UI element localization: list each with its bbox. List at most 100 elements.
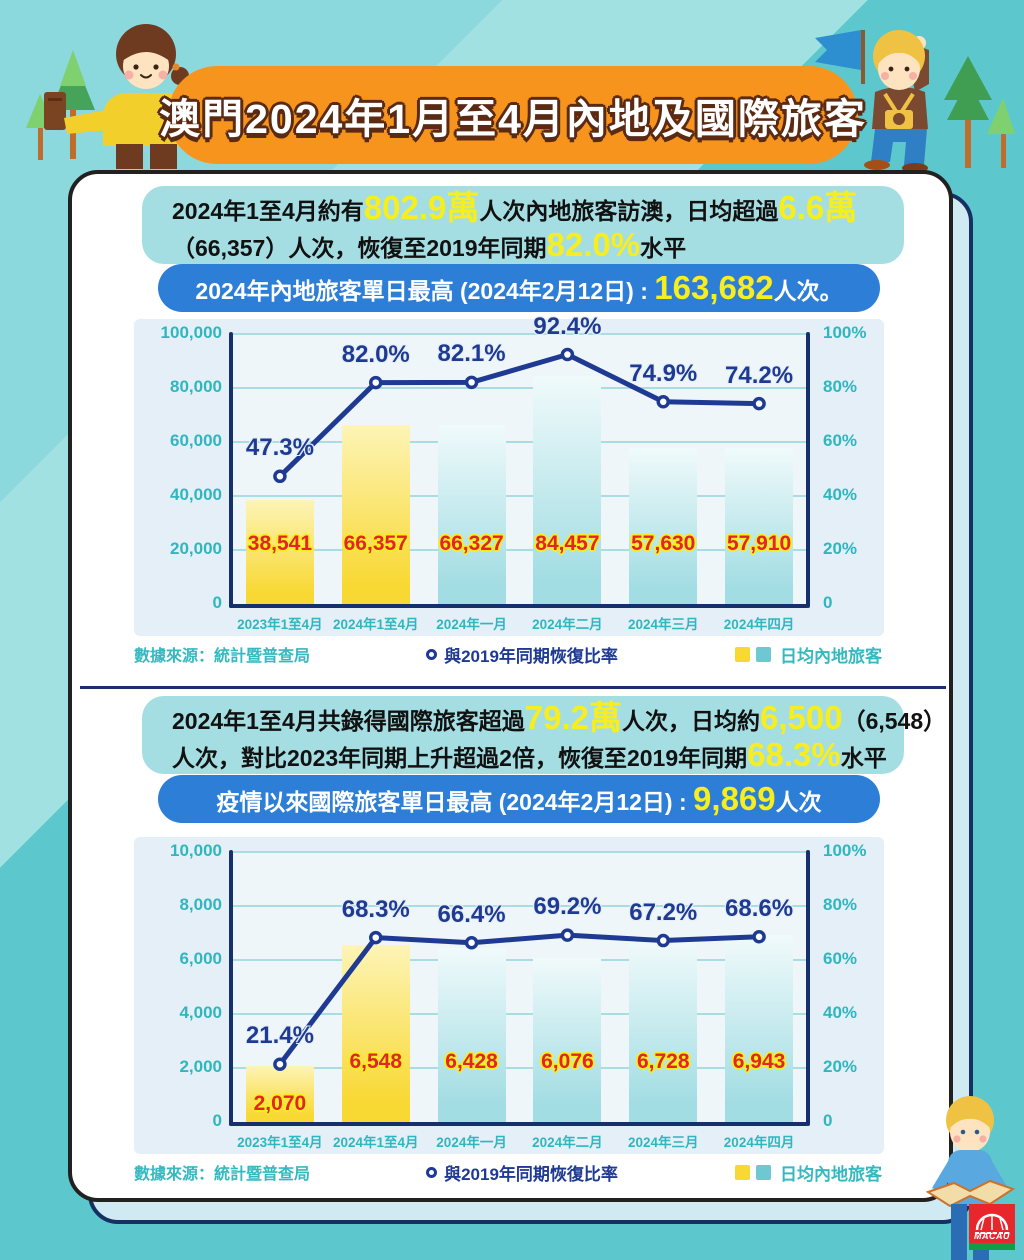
text-run: 人次內地旅客訪澳，日均超過 [479, 198, 779, 224]
left-axis-tick: 10,000 [170, 841, 222, 860]
highlight-value: 82.0% [546, 226, 641, 263]
x-axis-label: 2024年三月 [627, 1135, 699, 1150]
bar-value-label: 38,541 [247, 532, 313, 555]
grid-line [232, 1013, 807, 1015]
left-axis-tick: 2,000 [179, 1057, 222, 1076]
right-axis-tick: 0 [823, 593, 833, 612]
international-daily-peak-pill: 疫情以來國際旅客單日最高 (2024年2月12日) : 9,869人次 [158, 775, 880, 823]
bar-value-label: 6,076 [541, 1050, 594, 1073]
text-run: 人次 [775, 789, 822, 815]
bar-value-label: 66,327 [439, 532, 504, 555]
right-axis-tick: 100% [823, 323, 867, 342]
mainland-visitors-chart: 0 20,000 40,000 60,000 80,000 100,000 0 20% 40% 6… [134, 313, 884, 636]
right-axis-tick: 0 [823, 1111, 833, 1130]
tourist-boy-illustration [815, 30, 1015, 173]
bar-value-label: 66,357 [343, 532, 408, 555]
international-visitors-chart: 0 2,000 4,000 6,000 8,000 10,000 0 20% 40% 60% 80%… [134, 837, 884, 1154]
international-summary-block: 2024年1至4月共錄得國際旅客超過79.2萬人次，日均約6,500（6,548… [142, 696, 946, 774]
line-marker [464, 375, 479, 390]
x-axis-label: 2024年三月 [627, 617, 699, 632]
left-axis-tick: 80,000 [170, 377, 222, 396]
mainland-chart-footer: 數據來源：統計暨普查局 與2019年同期恢復比率 日均內地旅客 [72, 642, 957, 666]
tourist-girl-illustration [26, 24, 195, 169]
text-run: 水平 [640, 235, 687, 261]
cyan-bar-swatch-icon [756, 647, 771, 662]
left-axis-tick: 40,000 [170, 485, 222, 504]
bar [341, 424, 410, 604]
bar-value-label: 84,457 [535, 532, 600, 555]
percent-label: 67.2% [629, 898, 698, 926]
summary-line: 人次，對比2023年同期上升超過2倍，恢復至2019年同期68.3%水平 [172, 736, 904, 773]
right-axis-tick: 80% [823, 895, 858, 914]
bar [437, 424, 506, 604]
left-axis-tick: 4,000 [179, 1003, 222, 1022]
yellow-bar-swatch-icon [735, 1165, 750, 1180]
grid-line [232, 549, 807, 551]
percent-label: 68.6% [725, 894, 794, 922]
left-axis-tick: 60,000 [170, 431, 222, 450]
grid-line [232, 851, 807, 853]
grid-line [232, 495, 807, 497]
mainland-daily-peak-pill: 2024年內地旅客單日最高 (2024年2月12日) : 163,682人次。 [158, 264, 880, 312]
plot-area [232, 334, 807, 604]
data-source-label: 數據來源：統計暨普查局 [134, 648, 311, 665]
line-marker [464, 935, 479, 950]
highlight-value: 6,500 [759, 699, 843, 736]
line-marker [560, 928, 575, 942]
highlight-value: 802.9萬 [363, 189, 480, 226]
grid-line [232, 387, 807, 389]
percent-label: 69.2% [533, 893, 602, 921]
percent-label: 82.0% [341, 340, 410, 368]
line-marker [560, 347, 575, 362]
x-axis-label: 2024年二月 [532, 617, 603, 632]
grid-line [232, 441, 807, 443]
text-run: 人次。 [773, 278, 843, 304]
summary-line: 2024年1至4月約有802.9萬人次內地旅客訪澳，日均超過6.6萬 [172, 189, 904, 226]
cyan-bar-swatch-icon [756, 1165, 771, 1180]
bar [725, 934, 794, 1122]
grid-line [232, 333, 807, 335]
text-run: 2024年1至4月共錄得國際旅客超過 [172, 708, 525, 734]
line-marker [273, 1057, 287, 1071]
bar [533, 957, 602, 1122]
title-banner: 澳門2024年1月至4月內地及國際旅客 [159, 66, 865, 164]
highlight-value: 6.6萬 [778, 189, 858, 226]
right-axis-tick: 40% [823, 485, 858, 504]
line-marker [369, 375, 383, 390]
section-divider [80, 686, 946, 689]
right-axis-tick: 20% [823, 1057, 858, 1076]
line-legend: 與2019年同期恢復比率 [352, 1160, 692, 1185]
mainland-summary-block: 2024年1至4月約有802.9萬人次內地旅客訪澳，日均超過6.6萬 （66,3… [142, 186, 904, 264]
x-axis-label: 2024年四月 [723, 1135, 795, 1150]
bar [725, 447, 794, 604]
right-axis-line [806, 332, 810, 608]
summary-line: 2024年1至4月共錄得國際旅客超過79.2萬人次，日均約6,500（6,548… [172, 699, 946, 736]
x-axis-label: 2024年四月 [723, 617, 795, 632]
right-axis-tick: 100% [823, 841, 867, 860]
highlight-value: 9,869 [693, 780, 776, 817]
international-chart-footer: 數據來源：統計暨普查局 與2019年同期恢復比率 日均內地旅客 [72, 1160, 957, 1184]
line-marker [752, 930, 766, 944]
text-run: 2024年內地旅客單日最高 (2024年2月12日) : [195, 278, 655, 304]
left-axis-tick: 20,000 [170, 539, 222, 558]
text-run: 2024年1至4月約有 [172, 198, 364, 224]
x-axis-label: 2024年一月 [436, 1135, 507, 1150]
dome-icon [975, 1213, 1009, 1234]
line-marker [273, 469, 287, 484]
bar [245, 499, 314, 604]
bar-value-label: 2,070 [253, 1092, 307, 1116]
bar-value-label: 57,910 [726, 532, 792, 555]
grid-line [232, 959, 807, 961]
bar-legend: 日均內地旅客 [632, 642, 882, 667]
text-run: 疫情以來國際旅客單日最高 (2024年2月12日) : [216, 789, 694, 815]
macau-logo: MACAU [969, 1204, 1015, 1250]
bar [341, 945, 410, 1122]
bar-value-label: 57,630 [631, 532, 696, 555]
percent-label: 68.3% [341, 895, 410, 923]
bar-value-label: 6,728 [636, 1050, 690, 1073]
left-axis-tick: 0 [212, 1111, 222, 1130]
bar [245, 1066, 314, 1122]
y-axis-line [229, 850, 233, 1126]
line-legend: 與2019年同期恢復比率 [352, 642, 692, 667]
